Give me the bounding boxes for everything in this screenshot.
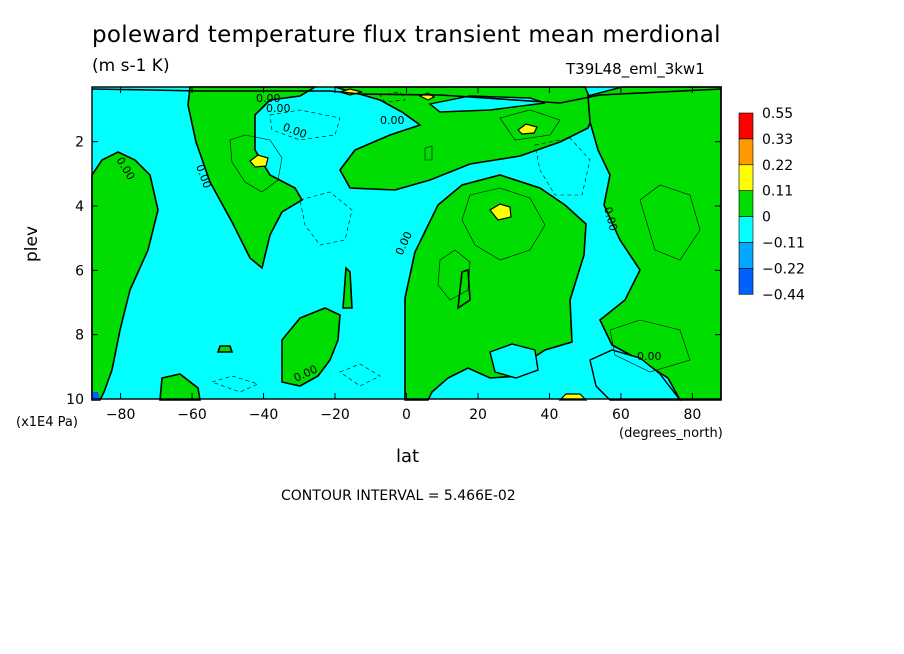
max-top-left bbox=[337, 88, 363, 96]
region-bottom-left bbox=[159, 373, 201, 401]
contour-neg-5 bbox=[339, 363, 381, 387]
x-tick-label: 40 bbox=[541, 407, 559, 423]
y-axis-units: (x1E4 Pa) bbox=[16, 415, 78, 430]
contour-pos-3 bbox=[499, 109, 561, 141]
contour-interval-note: CONTOUR INTERVAL = 5.466E-02 bbox=[281, 488, 516, 504]
max-near-35N bbox=[517, 123, 538, 135]
region-finger-right bbox=[457, 268, 471, 310]
region-upper-left bbox=[187, 86, 318, 270]
region-small-patch bbox=[216, 345, 234, 353]
colorbar: 0.55 0.33 0.22 0.11 0 −0.11 −0.22 −0.44 bbox=[738, 106, 805, 303]
contour-label: 0.00 bbox=[256, 92, 281, 105]
y-tick-label: 4 bbox=[75, 199, 84, 215]
x-tick-label: 0 bbox=[402, 407, 411, 423]
x-tick-label: −20 bbox=[320, 407, 350, 423]
colorbar-swatch bbox=[738, 138, 754, 166]
colorbar-label: 0.55 bbox=[762, 106, 793, 122]
region-center-right bbox=[404, 174, 587, 401]
colorbar-swatch bbox=[738, 164, 754, 192]
colorbar-swatch bbox=[738, 242, 754, 269]
region-left-edge bbox=[91, 151, 159, 401]
contour-pos-6 bbox=[437, 249, 471, 301]
bottom-left-blue-cell bbox=[92, 392, 100, 400]
x-tick-label: 60 bbox=[612, 407, 630, 423]
contour-pos-1 bbox=[229, 134, 283, 193]
colorbar-label: 0.33 bbox=[762, 132, 793, 148]
contour-label: 0.00 bbox=[637, 350, 662, 363]
run-label: T39L48_eml_3kw1 bbox=[566, 60, 705, 78]
contour-pos-7 bbox=[424, 145, 433, 161]
colorbar-swatch bbox=[738, 190, 754, 217]
hole-lower-right bbox=[589, 349, 682, 401]
x-tick-label: −60 bbox=[177, 407, 207, 423]
colorbar-label: 0.22 bbox=[762, 158, 793, 174]
axis-ticks: −80 −60 −40 −20 0 20 40 60 80 2 4 6 8 10 bbox=[66, 87, 721, 423]
contour-neg-4 bbox=[211, 375, 259, 393]
x-axis-units: (degrees_north) bbox=[619, 426, 723, 441]
y-tick-label: 8 bbox=[75, 328, 84, 344]
contour-pos-2 bbox=[461, 187, 546, 261]
negative-holes bbox=[428, 95, 682, 401]
max-near-25N bbox=[489, 203, 512, 221]
colorbar-label: −0.22 bbox=[762, 261, 805, 277]
colorbar-label: −0.11 bbox=[762, 236, 805, 252]
contour-label: 0.00 bbox=[380, 114, 405, 127]
negative-contours bbox=[211, 91, 591, 393]
colorbar-label: −0.44 bbox=[762, 287, 805, 303]
colorbar-swatch bbox=[738, 216, 754, 243]
x-tick-label: 20 bbox=[469, 407, 487, 423]
contour-pos-5 bbox=[609, 319, 691, 373]
x-axis-label: lat bbox=[396, 446, 420, 467]
chart-title: poleward temperature flux transient mean… bbox=[92, 22, 721, 48]
positive-contours bbox=[229, 109, 701, 373]
contour-pos-4 bbox=[639, 184, 701, 261]
x-tick-label: −40 bbox=[249, 407, 279, 423]
contour-neg-1 bbox=[269, 109, 341, 141]
max-near-minus40 bbox=[249, 154, 269, 168]
region-lower-left bbox=[281, 307, 341, 387]
y-tick-label: 10 bbox=[66, 392, 84, 408]
x-tick-label: −80 bbox=[106, 407, 136, 423]
colorbar-label: 0 bbox=[762, 210, 771, 226]
colorbar-swatch bbox=[738, 268, 754, 295]
colorbar-swatch bbox=[738, 112, 754, 140]
top-boundary-line bbox=[91, 88, 722, 104]
contour-neg-3 bbox=[534, 137, 591, 196]
yellow-maxima bbox=[249, 88, 588, 401]
region-finger-center bbox=[342, 266, 353, 309]
chart-units: (m s-1 K) bbox=[92, 56, 170, 76]
contour-label: 0.00 bbox=[601, 205, 620, 232]
y-tick-label: 2 bbox=[75, 135, 84, 151]
colorbar-label: 0.11 bbox=[762, 184, 793, 200]
y-tick-label: 6 bbox=[75, 263, 84, 279]
contour-neg-6 bbox=[379, 91, 406, 103]
hole-lower-center bbox=[489, 343, 539, 379]
contour-label: 0.00 bbox=[266, 102, 291, 115]
positive-regions bbox=[91, 86, 722, 401]
x-tick-label: 80 bbox=[683, 407, 701, 423]
contour-neg-2 bbox=[299, 191, 353, 246]
